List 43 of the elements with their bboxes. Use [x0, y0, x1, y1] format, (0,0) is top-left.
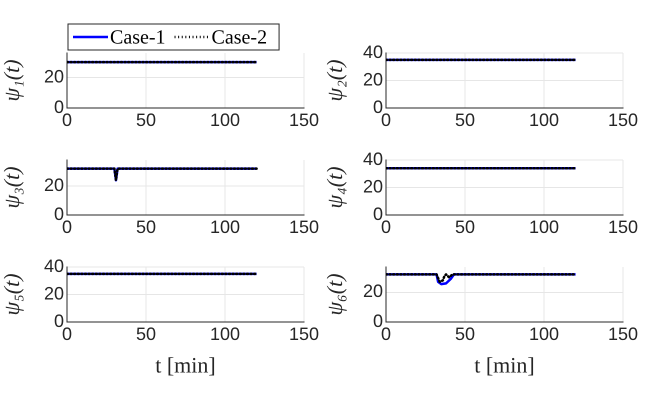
x-tick-label: 150	[608, 110, 638, 130]
y-tick-label: 0	[54, 204, 64, 224]
x-axis-title: t [min]	[474, 352, 535, 378]
x-tick-label: 100	[528, 216, 560, 237]
x-axis-title: t [min]	[155, 352, 216, 378]
y-tick-label: 20	[44, 175, 64, 196]
x-tick-label: 150	[288, 324, 320, 344]
y-tick-label: 0	[372, 310, 383, 331]
x-tick-label: 100	[528, 324, 560, 344]
x-tick-label: 150	[608, 324, 638, 344]
y-axis-title: ψ₆(t)	[322, 273, 347, 316]
y-tick-label: 0	[54, 310, 64, 331]
legend-label: Case-2	[212, 26, 268, 48]
y-axis-title: ψ₁(t)	[0, 59, 24, 102]
y-tick-label: 20	[362, 176, 383, 196]
y-axis-title: ψ₃(t)	[0, 166, 24, 209]
x-tick-label: 50	[136, 324, 156, 344]
y-tick-label: 40	[362, 148, 383, 169]
x-tick-label: 100	[210, 216, 240, 237]
y-axis-title: ψ₄(t)	[322, 166, 347, 209]
y-tick-label: 0	[372, 204, 383, 224]
x-tick-label: 50	[454, 324, 476, 344]
y-tick-label: 40	[44, 256, 64, 276]
x-tick-label: 100	[528, 110, 560, 130]
y-tick-label: 0	[54, 96, 64, 117]
x-tick-label: 100	[210, 110, 240, 130]
y-axis-title: ψ₅(t)	[0, 273, 24, 316]
legend-label: Case-1	[110, 26, 166, 48]
x-tick-label: 150	[288, 110, 320, 130]
x-tick-label: 50	[454, 216, 476, 237]
y-tick-label: 20	[362, 281, 383, 302]
y-tick-label: 20	[44, 283, 64, 304]
x-tick-label: 150	[288, 216, 320, 237]
y-tick-label: 0	[372, 96, 383, 117]
x-tick-label: 50	[454, 110, 476, 130]
y-axis-title: ψ₂(t)	[322, 59, 347, 102]
x-tick-label: 50	[136, 110, 156, 130]
y-tick-label: 20	[44, 66, 64, 86]
y-tick-label: 40	[362, 42, 383, 62]
y-tick-label: 20	[362, 69, 383, 90]
x-tick-label: 50	[136, 216, 156, 237]
x-tick-label: 100	[210, 324, 240, 344]
x-tick-label: 150	[608, 216, 638, 237]
